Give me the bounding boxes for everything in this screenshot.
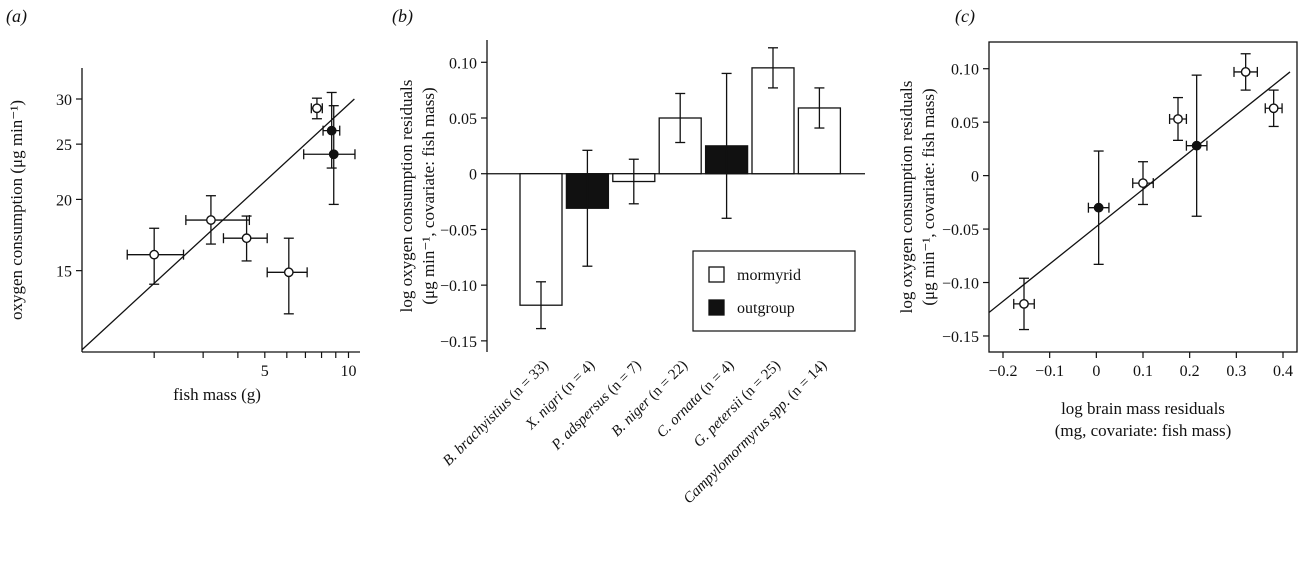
data-point [326, 125, 337, 136]
y-tick-label: 0.05 [951, 115, 979, 132]
y-tick-label: 15 [56, 264, 72, 281]
legend-swatch [708, 299, 725, 316]
x-tick-label: 5 [261, 363, 269, 380]
x-axis-label: log brain mass residuals (mg, covariate: … [1055, 399, 1232, 440]
y-axis-label-line: log oxygen consumption residuals [397, 80, 416, 313]
x-tick-label: −0.1 [1035, 363, 1064, 380]
legend-swatch [708, 266, 725, 283]
category-label: G. petersii (n = 25) [691, 358, 784, 451]
data-point [1138, 178, 1148, 189]
x-axis-label-line: log brain mass residuals [1061, 399, 1225, 418]
data-point [1173, 114, 1183, 124]
category-n: (n = 4) [558, 358, 598, 398]
data-point [1019, 298, 1029, 309]
x-tick-label: −0.2 [988, 363, 1017, 380]
x-axis-label: fish mass (g) [173, 385, 261, 404]
y-tick-label: 0 [971, 169, 979, 186]
y-tick-label: −0.15 [942, 329, 979, 346]
data-point [149, 249, 160, 260]
legend-label: outgroup [737, 300, 795, 317]
y-tick-label: −0.05 [942, 222, 979, 239]
panel-a: (a) 5 10 15 20 25 30 fish mass (g) oxygen consum… [6, 6, 360, 404]
data-point [1268, 103, 1279, 114]
legend: mormyrid outgroup [692, 250, 856, 332]
y-axis-label-line: (μg min⁻¹, covariate: fish mass) [919, 88, 938, 305]
x-tick-label: 0.2 [1180, 363, 1200, 380]
category-name: B. brachyistius [440, 392, 518, 470]
x-tick-label: 10 [340, 363, 356, 380]
category-n: (n = 4) [697, 358, 737, 398]
category-name: B. niger [609, 392, 657, 440]
y-tick-label: 0 [469, 167, 477, 184]
data-point [206, 215, 216, 225]
category-n: (n = 14) [785, 358, 831, 404]
panel-b: (b) −0.15 −0.10 −0.05 0 0.05 0.10 B. brachyisti… [392, 6, 865, 507]
y-tick-label: 20 [56, 192, 72, 209]
category-name: X. nigri [522, 386, 569, 433]
y-tick-label: −0.15 [440, 334, 477, 351]
y-tick-label: 0.10 [951, 62, 979, 79]
x-tick-label: 0.3 [1226, 363, 1246, 380]
regression-line [988, 71, 1291, 313]
data-point [312, 103, 322, 114]
panel-label: (a) [6, 6, 27, 27]
y-tick-label: −0.10 [440, 278, 477, 295]
y-axis-label: log oxygen consumption residuals (μg min⁻… [897, 81, 938, 314]
x-axis-label-line: (mg, covariate: fish mass) [1055, 421, 1232, 440]
x-tick-label: 0.1 [1133, 363, 1153, 380]
category-n: (n = 22) [645, 358, 691, 404]
y-tick-label: 0.05 [449, 111, 477, 128]
y-tick-label: −0.05 [440, 222, 477, 239]
y-tick-label: −0.10 [942, 276, 979, 293]
data-point [1240, 67, 1251, 77]
y-tick-label: 25 [56, 137, 72, 154]
data-point [1093, 202, 1104, 213]
legend-label: mormyrid [737, 267, 801, 284]
data-point [241, 233, 252, 244]
y-axis-label: oxygen consumption (μg min⁻¹) [7, 100, 26, 320]
x-tick-label: 0.4 [1273, 363, 1293, 380]
y-axis-label: log oxygen consumption residuals (μg min⁻… [397, 80, 438, 313]
y-axis-label-line: log oxygen consumption residuals [897, 81, 916, 314]
category-n: (n = 33) [506, 358, 552, 404]
category-n: (n = 25) [738, 358, 784, 404]
data-point [328, 149, 339, 160]
data-point [1191, 140, 1202, 151]
regression-line [81, 98, 355, 351]
panel-c: (c)−0.2 −0.1 0 0.1 0.2 0.3 0.4−0.15−0.10−0.050… [897, 6, 1298, 440]
panel-label: (b) [392, 6, 413, 27]
y-tick-label: 0.10 [449, 55, 477, 72]
legend-box [692, 250, 856, 332]
category-n: (n = 7) [604, 358, 644, 398]
y-axis-label-line: (μg min⁻¹, covariate: fish mass) [419, 87, 438, 304]
x-tick-label: 0 [1092, 363, 1100, 380]
y-tick-label: 30 [56, 92, 72, 109]
panel-label: (c) [955, 6, 975, 27]
data-point [283, 267, 294, 278]
